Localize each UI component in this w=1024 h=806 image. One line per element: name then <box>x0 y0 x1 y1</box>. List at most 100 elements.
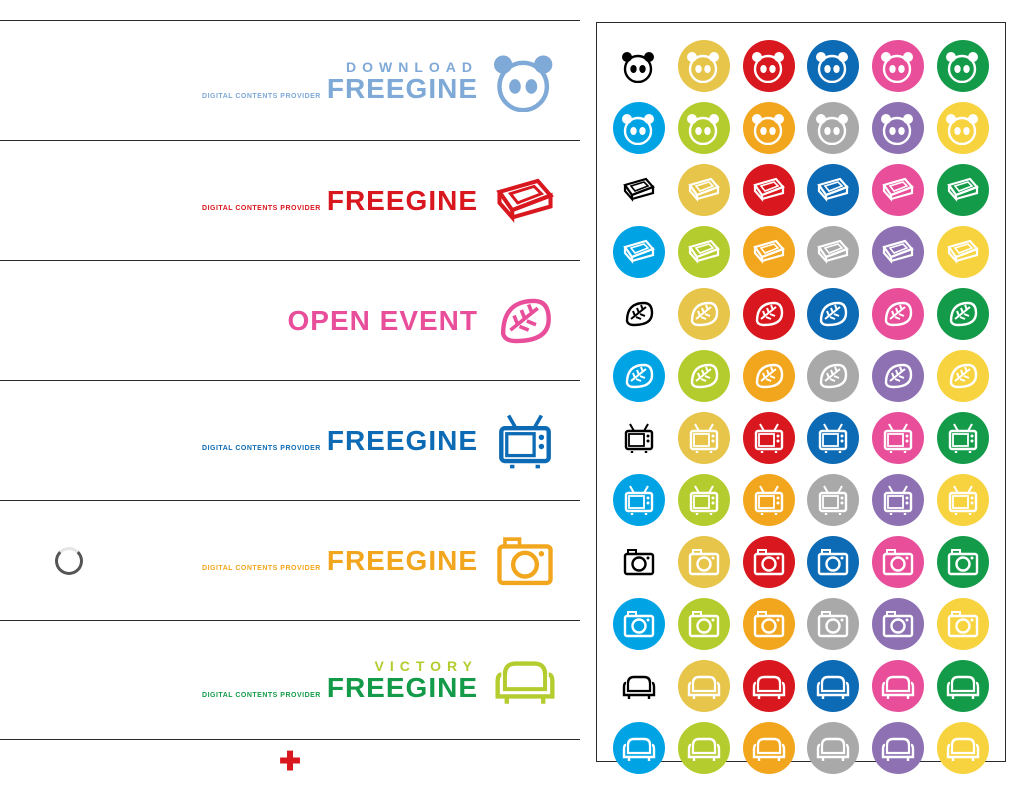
swatch-cassette <box>743 226 795 278</box>
swatch-tv <box>613 412 665 464</box>
swatch-leaf <box>807 350 859 402</box>
swatch-tv <box>613 474 665 526</box>
swatch-panda <box>807 40 859 92</box>
swatch-camera <box>872 598 924 650</box>
swatch-cassette <box>872 164 924 216</box>
swatch-camera <box>743 598 795 650</box>
swatch-sofa <box>872 660 924 712</box>
swatch-camera <box>743 536 795 588</box>
left-panel: DOWNLOADDIGITAL CONTENTS PROVIDERFREEGIN… <box>0 0 580 806</box>
swatch-sofa <box>678 660 730 712</box>
swatch-camera <box>872 536 924 588</box>
swatch-leaf <box>937 350 989 402</box>
text-block: DOWNLOADDIGITAL CONTENTS PROVIDERFREEGIN… <box>202 59 478 103</box>
swatch-sofa <box>937 660 989 712</box>
footer-plus-icon: ✚ <box>0 746 580 777</box>
swatch-sofa <box>613 722 665 774</box>
swatch-cassette <box>613 164 665 216</box>
brand-row-5: VICTORYDIGITAL CONTENTS PROVIDERFREEGINE <box>0 620 580 740</box>
sofa-icon <box>490 645 560 715</box>
row-main-label: FREEGINE <box>327 187 478 215</box>
swatch-cassette <box>678 226 730 278</box>
swatch-leaf <box>678 288 730 340</box>
row-sub-label: DIGITAL CONTENTS PROVIDER <box>202 692 321 699</box>
swatch-sofa <box>743 722 795 774</box>
swatch-tv <box>937 474 989 526</box>
swatch-camera <box>678 598 730 650</box>
swatch-cassette <box>937 164 989 216</box>
swatch-leaf <box>613 350 665 402</box>
swatch-leaf <box>743 350 795 402</box>
brand-row-4: DIGITAL CONTENTS PROVIDERFREEGINE <box>0 500 580 620</box>
text-block: DIGITAL CONTENTS PROVIDERFREEGINE <box>202 547 478 575</box>
swatch-cassette <box>937 226 989 278</box>
brand-row-1: DIGITAL CONTENTS PROVIDER FREEGINE <box>0 140 580 260</box>
panda-icon <box>490 46 560 116</box>
row-sub-label: DIGITAL CONTENTS PROVIDER <box>202 93 321 100</box>
swatch-camera <box>937 536 989 588</box>
swatch-panda <box>807 102 859 154</box>
swatch-panda <box>743 40 795 92</box>
swatch-panda <box>613 40 665 92</box>
row-main-label: FREEGINE <box>327 427 478 455</box>
swatch-cassette <box>872 226 924 278</box>
swatch-sofa <box>872 722 924 774</box>
row-sub-label: DIGITAL CONTENTS PROVIDER <box>202 205 321 212</box>
cassette-icon <box>490 166 560 236</box>
brand-row-0: DOWNLOADDIGITAL CONTENTS PROVIDERFREEGIN… <box>0 20 580 140</box>
text-block: DIGITAL CONTENTS PROVIDER FREEGINE <box>202 187 478 215</box>
swatch-tv <box>743 412 795 464</box>
brand-row-2: OPEN EVENT <box>0 260 580 380</box>
swatch-camera <box>613 598 665 650</box>
leaf-icon <box>490 286 560 356</box>
swatch-sofa <box>807 722 859 774</box>
swatch-cassette <box>678 164 730 216</box>
swatch-tv <box>678 412 730 464</box>
swatch-tv <box>872 412 924 464</box>
swatch-leaf <box>872 350 924 402</box>
swatch-panda <box>937 102 989 154</box>
text-block: VICTORYDIGITAL CONTENTS PROVIDERFREEGINE <box>202 658 478 702</box>
swatch-cassette <box>743 164 795 216</box>
tv-icon <box>490 406 560 476</box>
row-sub-label: DIGITAL CONTENTS PROVIDER <box>202 445 321 452</box>
swatch-leaf <box>872 288 924 340</box>
swatch-camera <box>937 598 989 650</box>
swatch-sofa <box>807 660 859 712</box>
row-main-label: FREEGINE <box>327 75 478 103</box>
swatch-tv <box>678 474 730 526</box>
right-panel <box>580 0 1024 806</box>
swatch-camera <box>613 536 665 588</box>
swatch-sofa <box>743 660 795 712</box>
row-main-label: FREEGINE <box>327 674 478 702</box>
swatch-cassette <box>807 226 859 278</box>
swatch-leaf <box>807 288 859 340</box>
swatch-panda <box>743 102 795 154</box>
swatch-panda <box>937 40 989 92</box>
swatch-tv <box>743 474 795 526</box>
rows-container: DOWNLOADDIGITAL CONTENTS PROVIDERFREEGIN… <box>0 20 580 740</box>
swatch-leaf <box>613 288 665 340</box>
row-main-label: FREEGINE <box>327 547 478 575</box>
camera-icon <box>490 526 560 596</box>
swatch-panda <box>872 40 924 92</box>
swatch-sofa <box>678 722 730 774</box>
swatch-cassette <box>807 164 859 216</box>
swatch-cassette <box>613 226 665 278</box>
loading-spinner-icon <box>55 547 83 575</box>
swatch-panda <box>613 102 665 154</box>
swatch-panda <box>872 102 924 154</box>
swatch-board <box>596 22 1006 762</box>
swatch-panda <box>678 40 730 92</box>
swatch-tv <box>807 412 859 464</box>
swatch-panda <box>678 102 730 154</box>
swatch-camera <box>807 536 859 588</box>
swatch-tv <box>807 474 859 526</box>
swatch-leaf <box>937 288 989 340</box>
brand-row-3: DIGITAL CONTENTS PROVIDER FREEGINE <box>0 380 580 500</box>
swatch-tv <box>872 474 924 526</box>
row-main-label: OPEN EVENT <box>288 307 478 335</box>
text-block: DIGITAL CONTENTS PROVIDER FREEGINE <box>202 427 478 455</box>
swatch-camera <box>678 536 730 588</box>
swatch-tv <box>937 412 989 464</box>
